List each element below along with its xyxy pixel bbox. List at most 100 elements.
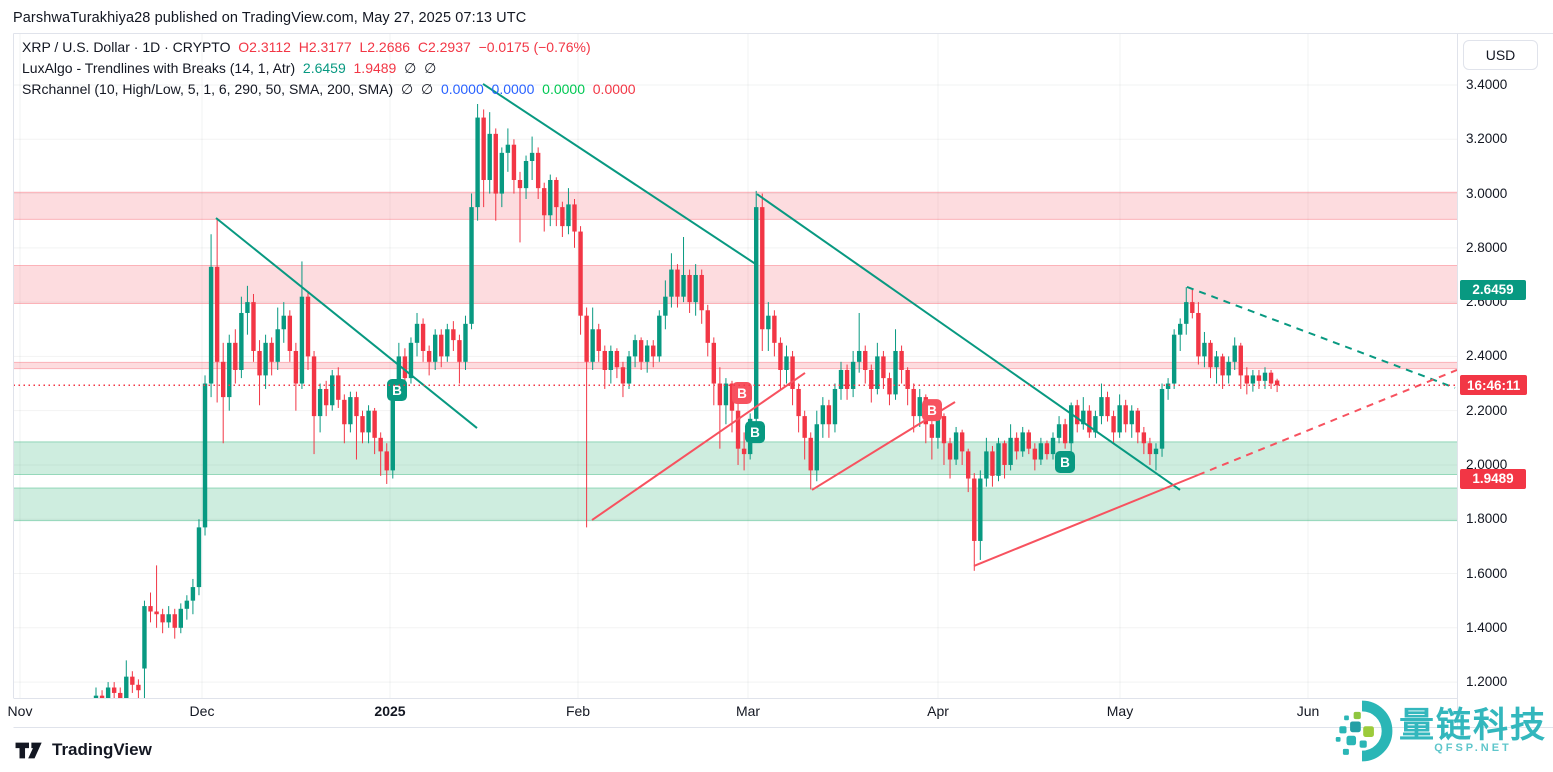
chart-frame [13,33,1553,728]
candle [130,671,135,693]
legend-segment: 0.0000 [542,81,593,97]
candle [620,361,626,398]
candle [802,410,807,460]
candle [996,437,1001,482]
candle-body [172,614,177,628]
candle [760,193,765,351]
candle-body [190,587,196,601]
candle-body [832,388,838,425]
resistance-zone [13,192,1457,220]
candle-body [1171,334,1177,384]
candle [481,109,486,208]
candle-body [426,350,432,362]
candle-body [1208,342,1213,368]
teal-dashed-trendline [1186,285,1456,389]
plot-area: B B B B B [13,33,1457,698]
break-badge [745,421,765,444]
price-tick-label: 2.8000 [1466,239,1508,255]
candle-body [735,410,741,449]
break-letter: B [1060,455,1070,470]
candle [469,193,474,330]
candle [675,264,680,308]
time-axis-label: Mar [735,703,761,719]
candle [378,432,383,476]
price-tick-label: 3.2000 [1466,131,1508,147]
candle-body [699,274,704,311]
candle [257,340,262,406]
candle-body [281,315,286,330]
candle-body [711,342,717,384]
candle-body [342,399,347,425]
candle [1232,337,1237,370]
resistance-zone [13,362,1457,369]
candle-body [856,350,862,362]
candle-body [723,383,729,406]
candle [1038,437,1044,465]
candle [178,603,183,634]
candle [1050,432,1056,460]
legend-luxalgo-row[interactable]: LuxAlgo - Trendlines with Breaks (14, 1,… [22,58,636,79]
candle [311,350,317,455]
candle [735,399,741,465]
currency-toggle-button[interactable]: USD [1463,40,1538,70]
candle-body [729,383,735,411]
candle-body [632,340,638,357]
candle [124,660,129,698]
candle-body [638,340,644,362]
trendlines [215,83,1457,567]
candle [966,448,971,493]
legend-srchannel-row[interactable]: SRchannel (10, High/Low, 5, 1, 6, 290, 5… [22,79,636,100]
candle-body [1135,410,1141,433]
price-axis[interactable]: USD 3.4000 3.2000 3.0000 2.8000 2.6000 2.4000… [1457,33,1553,727]
legend-segment: SRchannel (10, High/Low, 5, 1, 6, 290, 5… [22,81,401,97]
candle-body [1099,397,1104,417]
tradingview-logo-icon [15,742,42,758]
candle-body [1050,437,1056,455]
candle [893,329,898,400]
candle [1008,424,1013,471]
candle-body [360,416,365,433]
candle-body [1256,375,1262,381]
candle-body [1123,405,1128,425]
candle-body [148,606,153,612]
candle-body [1032,448,1038,460]
candle [1062,418,1068,449]
candle-body [1020,432,1025,452]
candle-body [402,356,408,379]
candle-body [947,443,953,460]
countdown-badge: 16:46:11 [1460,375,1528,396]
price-tick-label: 2.4000 [1466,348,1508,364]
tradingview-brand[interactable]: TradingView [14,740,152,760]
legend-segment: 0.0000 [491,81,543,97]
candle [287,310,293,362]
candle-body [457,340,462,362]
candle-body [1178,323,1183,335]
candle-body [517,179,523,189]
candle [1250,369,1256,392]
candle [1220,353,1225,389]
candle [1214,350,1219,384]
candle-body [572,204,577,232]
candle-body [1081,410,1086,425]
candle-body [293,350,299,384]
candle [487,112,492,194]
legend-symbol-row[interactable]: XRP / U.S. Dollar · 1D · CRYPTO O2.3112 … [22,37,636,58]
candle-body [178,608,183,628]
candle-body [354,397,359,417]
candle [93,687,99,698]
candle-body [390,388,395,471]
watermark-logo-icon [1335,700,1393,762]
candle [978,470,983,560]
candle [766,302,771,351]
break-letter: B [750,425,760,440]
candle-body [554,179,559,208]
candle-body [348,397,353,425]
candle-body [1268,372,1274,384]
candle [1044,440,1050,460]
candle [299,261,305,389]
candle [275,307,280,370]
candle [172,608,177,639]
teal-trendline [756,193,1181,491]
candle [1117,394,1122,438]
resistance-zone [13,265,1457,304]
